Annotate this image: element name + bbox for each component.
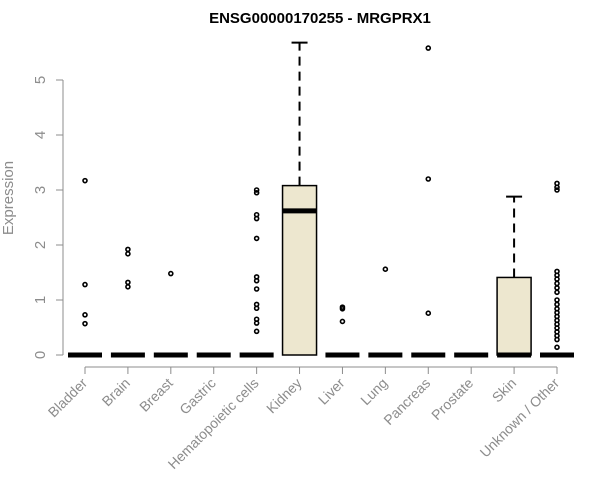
x-tick-label: Pancreas <box>380 375 433 428</box>
box-group <box>540 180 574 358</box>
outlier-point <box>253 328 260 335</box>
outlier-point <box>554 184 560 191</box>
x-tick-label: Liver <box>315 375 348 408</box>
outlier-point <box>554 285 560 291</box>
x-tick-label: Lung <box>357 375 390 408</box>
outlier-point <box>253 187 260 193</box>
y-tick-label: 5 <box>32 76 49 84</box>
outlier-point <box>168 270 174 277</box>
outlier-point <box>253 305 260 312</box>
outlier-point <box>253 189 260 196</box>
box-group <box>239 187 274 358</box>
outlier-point <box>554 297 560 303</box>
x-tick-label: Breast <box>136 375 176 415</box>
outlier-point <box>82 320 88 327</box>
outlier-point <box>554 301 560 308</box>
x-tick-label: Skin <box>489 375 520 406</box>
outlier-point <box>125 279 131 286</box>
box-group <box>281 41 318 356</box>
x-tick-label: Brain <box>99 375 133 409</box>
outlier-point <box>554 276 560 282</box>
outlier-point <box>82 312 88 318</box>
chart-title: ENSG00000170255 - MRGPRX1 <box>209 10 431 27</box>
outlier-point <box>339 305 346 312</box>
outlier-point <box>253 235 260 242</box>
box-group <box>368 266 403 358</box>
y-tick-label: 1 <box>32 296 49 304</box>
plot-area <box>68 41 574 358</box>
outlier-point <box>253 286 260 292</box>
outlier-point <box>554 280 560 287</box>
outlier-point <box>125 283 131 290</box>
x-tick-label: Gastric <box>176 375 219 418</box>
box-iqr <box>496 276 532 356</box>
outlier-point <box>253 320 260 326</box>
outlier-point <box>125 246 131 253</box>
outlier-point <box>554 289 560 296</box>
x-tick-label: Kidney <box>263 375 305 417</box>
outlier-point <box>554 344 560 351</box>
x-tick-label: Prostate <box>428 375 476 423</box>
outlier-point <box>82 177 88 184</box>
x-tick-label: Unknown / Other <box>477 375 563 461</box>
outlier-point <box>125 251 131 257</box>
y-tick-label: 3 <box>32 186 49 194</box>
outlier-point <box>253 277 260 284</box>
y-tick-label: 2 <box>32 241 49 249</box>
outlier-point <box>425 176 432 182</box>
outlier-point <box>382 266 389 273</box>
outlier-point <box>425 45 432 51</box>
outlier-point <box>82 281 88 288</box>
box-group <box>68 177 102 358</box>
x-tick-label: Bladder <box>45 375 91 421</box>
box-group <box>325 304 360 358</box>
box-group <box>153 270 188 358</box>
box-group <box>496 195 532 358</box>
box-group <box>110 246 145 358</box>
outlier-point <box>339 318 346 325</box>
box-group <box>411 45 446 358</box>
outlier-point <box>554 336 560 343</box>
y-tick-label: 0 <box>32 351 49 359</box>
outlier-point <box>253 215 260 222</box>
outlier-point <box>554 187 560 193</box>
y-axis: 0 1 2 3 4 5 <box>32 76 64 359</box>
box-iqr <box>281 184 318 356</box>
y-axis-label: Expression <box>0 161 17 235</box>
y-tick-label: 4 <box>32 131 49 139</box>
outlier-point <box>425 310 432 317</box>
